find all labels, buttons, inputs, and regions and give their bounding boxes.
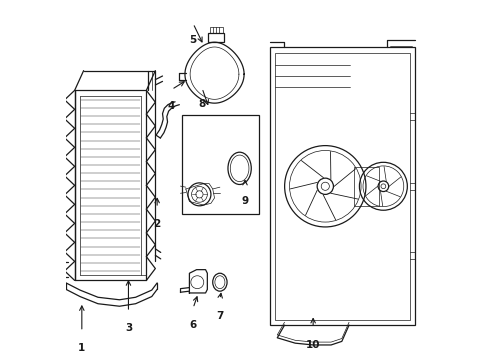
Text: 1: 1: [78, 343, 85, 353]
Bar: [270, 47, 416, 325]
Bar: [182, 116, 259, 214]
Bar: [275, 53, 410, 320]
Text: 5: 5: [189, 35, 196, 45]
Text: 6: 6: [189, 320, 196, 330]
Text: 9: 9: [242, 196, 248, 206]
Bar: [354, 167, 379, 206]
Bar: [210, 27, 223, 33]
Bar: [208, 33, 224, 42]
Text: 4: 4: [168, 101, 175, 111]
Text: 7: 7: [216, 311, 223, 321]
Text: 10: 10: [306, 339, 320, 350]
Text: 3: 3: [125, 323, 132, 333]
Text: 2: 2: [153, 220, 161, 229]
Text: 8: 8: [198, 99, 206, 109]
